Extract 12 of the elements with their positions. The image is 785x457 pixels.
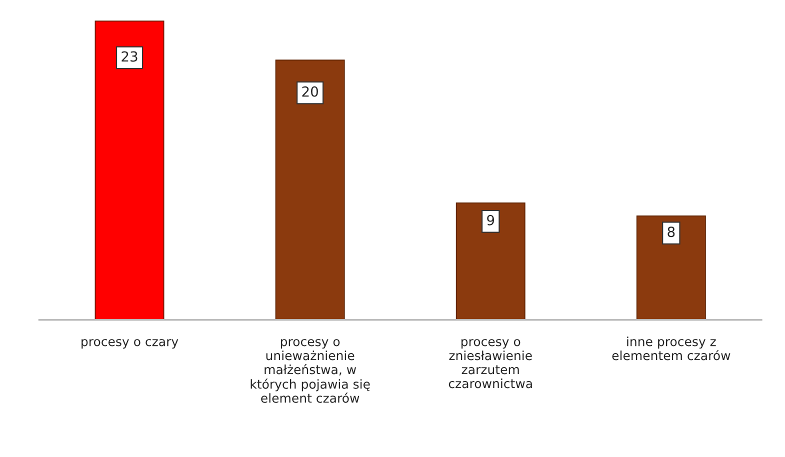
bar [456, 202, 526, 320]
x-tick-label: inne procesy z elementem czarów [612, 336, 730, 360]
data-label: 23 [122, 51, 138, 62]
bar [636, 216, 706, 320]
x-tick-label: procesy o zniesławienie zarzutem czarownictwa [448, 339, 532, 388]
data-label: 20 [302, 86, 318, 97]
x-tick-label: procesy o unieważnienie małżeństwa, w których pojawia się element czarów [250, 339, 370, 403]
bar [275, 60, 345, 320]
data-label: 8 [668, 226, 675, 238]
x-tick-label: procesy o czary [82, 339, 178, 349]
data-label: 9 [487, 214, 494, 226]
bar [94, 20, 164, 320]
